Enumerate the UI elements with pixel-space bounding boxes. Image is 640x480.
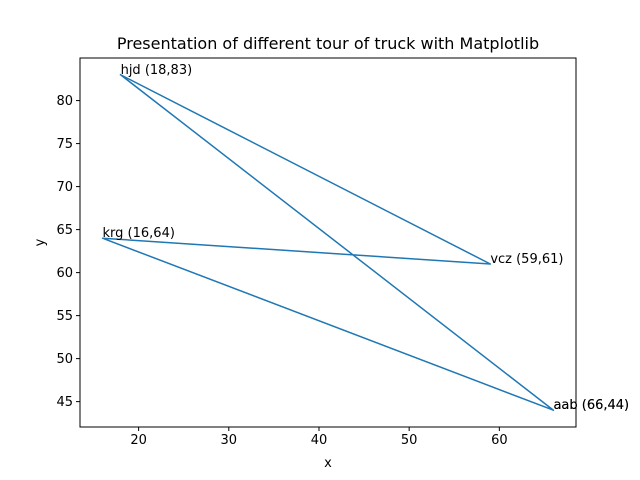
x-tick-label: 30 [221,433,238,448]
y-tick-label: 50 [56,352,73,367]
point-annotation: vcz (59,61) [490,252,563,267]
plot-frame [79,57,577,428]
y-tick-label: 75 [56,137,73,152]
x-tick-label: 60 [491,433,508,448]
y-tick-label: 60 [56,266,73,281]
point-annotation: aab (66,44) [553,398,629,413]
point-annotation: krg (16,64) [103,226,175,241]
x-axis: 20 30 40 50 60 [130,427,508,448]
y-axis: 45 50 55 60 65 70 75 80 [56,94,80,410]
plot-area [101,73,555,411]
x-tick-label: 20 [130,433,147,448]
series-line-0 [101,73,555,411]
y-tick-label: 65 [56,223,73,238]
y-tick-label: 80 [56,94,73,109]
point-annotations: hjd (18,83) vcz (59,61) krg (16,64) aab (66… [103,63,630,413]
point-annotation: aab (66,44) [553,398,629,413]
x-tick-label: 50 [401,433,418,448]
y-tick-label: 70 [56,180,73,195]
y-tick-label: 45 [56,395,73,410]
chart-title: Presentation of different tour of truck … [117,34,539,53]
x-axis-label: x [324,456,332,471]
x-tick-label: 40 [311,433,328,448]
y-axis-label: y [33,238,48,246]
point-annotation: hjd (18,83) [121,63,193,78]
y-tick-label: 55 [56,309,73,324]
